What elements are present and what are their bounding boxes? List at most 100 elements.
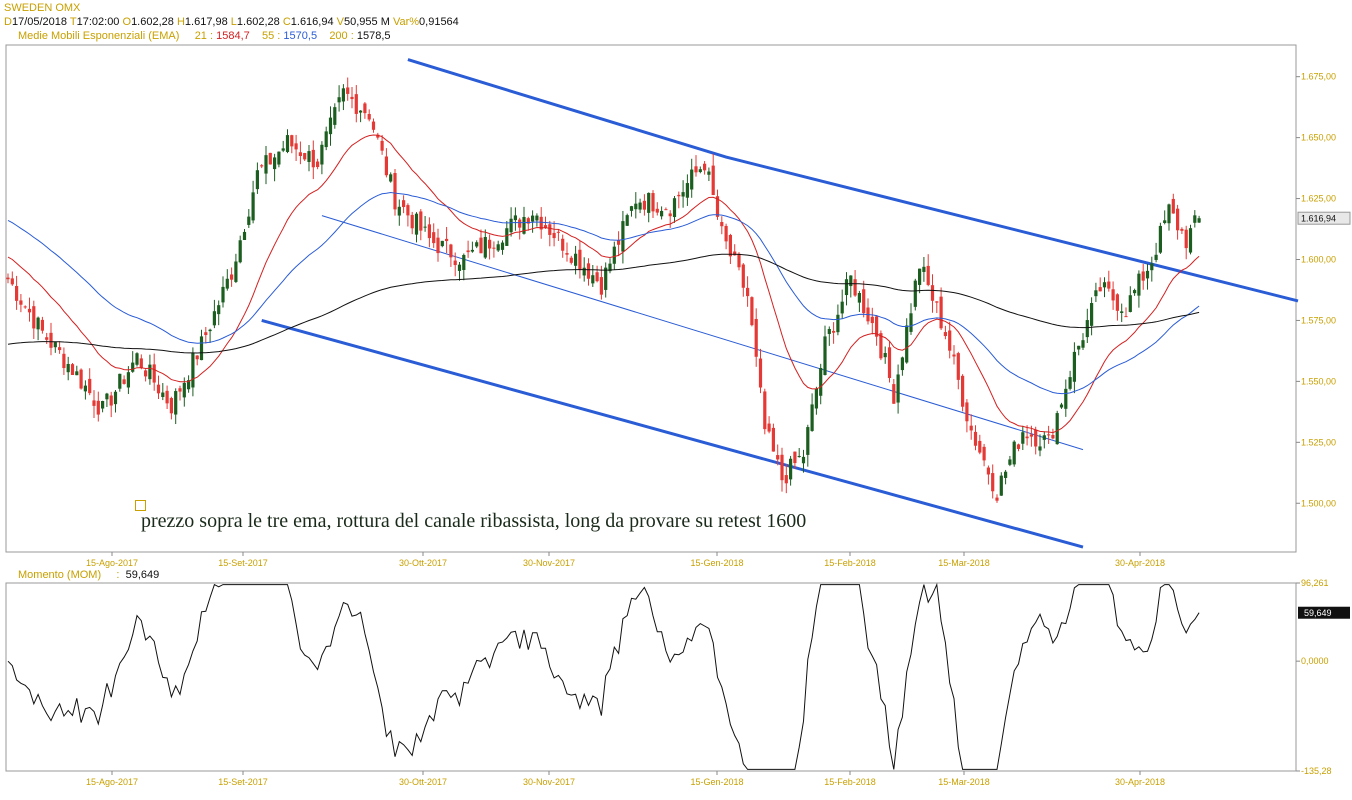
candle-body (230, 274, 234, 280)
date-value: 17/05/2018 (11, 16, 68, 28)
c-key: C (282, 16, 291, 28)
candle-body (526, 218, 530, 224)
candle-body (371, 121, 376, 130)
candle-body (242, 231, 247, 240)
candle-body (316, 161, 320, 168)
candle-body (741, 264, 745, 288)
price-y-tick-label: 1.575,00 (1301, 315, 1336, 325)
momentum-panel-frame (5, 582, 1297, 772)
candle-body (118, 373, 122, 389)
ema200-period: 200 (329, 30, 348, 42)
candle-body (341, 88, 345, 102)
candle-body (961, 375, 965, 407)
candle-body (991, 473, 995, 492)
candle-body (298, 152, 302, 157)
candle-body (475, 242, 479, 247)
ema55-value: 1570,5 (283, 30, 318, 42)
candle-body (109, 395, 113, 406)
candle-body (1137, 273, 1141, 296)
candle-body (548, 224, 552, 235)
candle-body (1167, 204, 1171, 224)
ema21-value: 1584,7 (216, 30, 250, 42)
candle-body (561, 238, 565, 251)
candle-body (715, 196, 720, 217)
candle-body (191, 352, 195, 388)
candle-body (1107, 281, 1111, 289)
candle-body (556, 231, 560, 233)
candle-body (840, 301, 844, 314)
mom-x-tick-label: 15-Mar-2018 (938, 777, 990, 787)
candle-body (337, 97, 341, 103)
candle-body (462, 254, 466, 270)
candle-body (492, 247, 496, 249)
candle-body (905, 325, 909, 363)
low-value: 1.602,28 (236, 16, 280, 28)
candle-body (15, 285, 19, 301)
candle-body (1004, 471, 1008, 478)
candle-body (935, 301, 939, 303)
candle-body (629, 206, 634, 211)
candle-body (1193, 215, 1197, 223)
ema55-line (7, 191, 1200, 395)
candle-body (638, 202, 642, 210)
momentum-line (7, 582, 1200, 770)
candle-body (144, 370, 148, 377)
mom-x-tick-label: 15-Set-2017 (218, 777, 268, 787)
candle-body (380, 140, 384, 151)
ohlc-line: D17/05/2018 T17:02:00 O1.602,28 H1.617,9… (4, 16, 459, 28)
candle-body (875, 316, 879, 337)
candle-body (690, 169, 694, 190)
candle-body (711, 165, 715, 196)
candle-body (1171, 198, 1175, 214)
candle-body (397, 206, 401, 216)
candle-body (969, 425, 973, 431)
candle-body (27, 308, 32, 313)
price-x-tick-label: 15-Feb-2018 (824, 558, 876, 568)
candle-body (634, 203, 638, 210)
candle-body (251, 192, 255, 221)
candle-body (505, 228, 509, 246)
candle-body (999, 475, 1003, 496)
candle-body (376, 134, 380, 138)
candle-body (10, 278, 14, 285)
candle-body (1072, 351, 1076, 382)
candle-body (66, 363, 70, 373)
candle-body (857, 292, 861, 303)
candle-body (161, 392, 165, 397)
candle-body (621, 221, 625, 252)
price-x-tick-label: 15-Ago-2017 (86, 558, 138, 568)
candle-body (320, 144, 324, 165)
candle-body (513, 215, 517, 221)
candle-body (402, 200, 406, 208)
candle-body (479, 237, 483, 254)
candle-body (608, 263, 612, 272)
price-x-tick-label: 15-Set-2017 (218, 558, 268, 568)
last-mom-badge (1298, 606, 1350, 619)
candle-body (500, 242, 505, 250)
candle-body (642, 200, 646, 210)
candle-body (926, 265, 930, 285)
candle-body (948, 330, 952, 351)
candle-body (131, 362, 135, 372)
candle-body (1047, 434, 1051, 436)
candle-body (758, 358, 763, 388)
candle-body (195, 355, 199, 360)
price-y-tick-label: 1.600,00 (1301, 255, 1336, 265)
ema21-period: 21 (194, 30, 207, 42)
candle-body (255, 170, 259, 190)
candle-body (1158, 225, 1162, 253)
ema55-period: 55 (262, 30, 275, 42)
mom-x-tick-label: 30-Apr-2018 (1115, 777, 1165, 787)
candle-body (483, 237, 487, 258)
candle-body (1188, 228, 1193, 253)
candle-body (268, 152, 272, 165)
candle-body (771, 427, 775, 452)
price-x-tick-label: 30-Nov-2017 (523, 558, 575, 568)
candle-body (733, 251, 737, 256)
candle-body (930, 285, 935, 301)
mom-y-tick-label: 0,0000 (1301, 656, 1329, 666)
channel-mid-line (321, 215, 1084, 451)
candle-body (6, 277, 10, 280)
price-x-tick-label: 30-Apr-2018 (1115, 558, 1165, 568)
candle-body (359, 110, 363, 113)
